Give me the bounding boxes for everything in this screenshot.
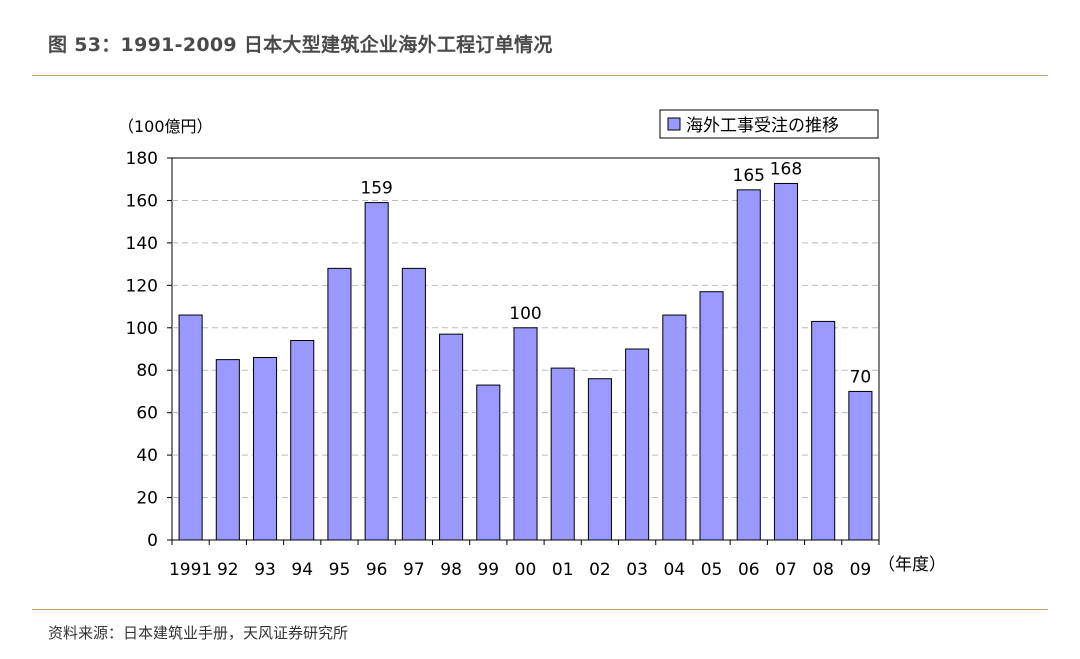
- x-tick-label: 00: [515, 560, 537, 580]
- x-tick-label: 06: [738, 560, 760, 580]
- data-label: 165: [733, 166, 765, 186]
- x-tick-label: 93: [254, 560, 276, 580]
- y-axis: 0 20 40 60 80 100 120 140 160 180: [126, 149, 172, 551]
- x-tick-label: 01: [552, 560, 574, 580]
- x-tick-label: 1991: [169, 560, 212, 580]
- legend-swatch: [667, 117, 681, 131]
- x-tick-label: 94: [291, 560, 313, 580]
- bar: [550, 367, 575, 541]
- x-tick-label: 03: [626, 560, 648, 580]
- x-tick-label: 95: [329, 560, 351, 580]
- bar: [662, 314, 687, 541]
- x-axis: 1991 92 93 94 95 96 97 98 99 00 01 02 03 04 05 06 07 08 09: [169, 540, 880, 580]
- legend: 海外工事受注の推移: [659, 109, 879, 139]
- data-label: 100: [509, 304, 541, 324]
- legend-label: 海外工事受注の推移: [686, 116, 839, 136]
- data-labels: 159 100 165 168 70: [360, 159, 871, 387]
- x-tick-label: 99: [477, 560, 499, 580]
- bar: [476, 384, 501, 541]
- legend-box: [659, 109, 879, 139]
- y-tick-label: 80: [136, 361, 158, 381]
- x-tick-label: 97: [403, 560, 425, 580]
- bar: [848, 390, 873, 541]
- y-tick-label: 180: [126, 149, 158, 169]
- bar: [736, 189, 761, 541]
- bar: [401, 267, 426, 541]
- y-tick-label: 160: [126, 191, 158, 211]
- data-label: 168: [770, 159, 802, 179]
- x-tick-label: 08: [812, 560, 834, 580]
- y-tick-label: 120: [126, 276, 158, 296]
- data-label: 159: [360, 179, 392, 199]
- bar: [252, 356, 278, 541]
- data-label: 70: [850, 367, 872, 387]
- y-tick-label: 140: [126, 234, 158, 254]
- x-tick-label: 05: [701, 560, 723, 580]
- x-tick-label: 92: [217, 560, 239, 580]
- bottom-divider: [32, 609, 1048, 610]
- y-tick-label: 0: [147, 531, 158, 551]
- bar: [178, 314, 203, 541]
- bar: [290, 340, 315, 541]
- bar: [215, 359, 240, 541]
- top-divider: [32, 75, 1048, 76]
- y-tick-label: 60: [136, 404, 158, 424]
- y-tick-label: 100: [126, 319, 158, 339]
- x-tick-label: 07: [775, 560, 797, 580]
- bars: [178, 182, 873, 541]
- x-tick-label: 98: [440, 560, 462, 580]
- x-tick-label: 02: [589, 560, 611, 580]
- x-tick-label: 09: [850, 560, 872, 580]
- bar: [513, 327, 538, 541]
- bar: [439, 333, 464, 541]
- x-tick-label: 96: [366, 560, 388, 580]
- y-tick-label: 20: [136, 489, 158, 509]
- source-note: 资料来源：日本建筑业手册，天风证券研究所: [48, 624, 349, 642]
- bar: [811, 320, 836, 541]
- bar: [699, 291, 724, 541]
- bar: [327, 267, 352, 541]
- y-tick-label: 40: [136, 446, 158, 466]
- y-axis-label: （100億円）: [118, 117, 213, 136]
- figure-title: 图 53：1991-2009 日本大型建筑企业海外工程订单情况: [48, 34, 553, 56]
- bar: [773, 182, 799, 541]
- bar: [587, 378, 612, 541]
- bar: [364, 202, 389, 541]
- x-tick-label: 04: [664, 560, 686, 580]
- bar: [625, 348, 650, 541]
- x-axis-label: （年度）: [878, 555, 946, 575]
